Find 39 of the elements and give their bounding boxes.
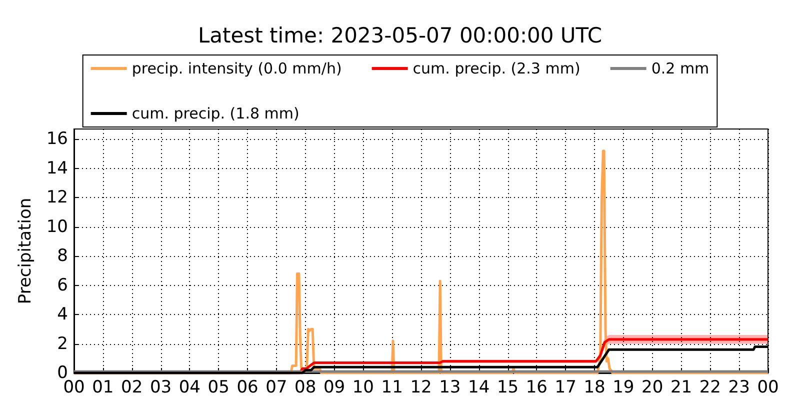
x-tick-label: 13 <box>439 378 461 398</box>
y-tick-label: 12 <box>46 188 68 208</box>
y-tick-label: 10 <box>46 216 68 237</box>
x-tick-label: 04 <box>178 378 200 398</box>
x-tick-label: 00 <box>757 378 779 398</box>
legend-label: cum. precip. (1.8 mm) <box>132 104 300 122</box>
legend-label: cum. precip. (2.3 mm) <box>412 60 580 78</box>
x-tick-label: 03 <box>150 378 172 398</box>
x-tick-label: 22 <box>699 378 721 398</box>
x-tick-label: 19 <box>612 378 634 398</box>
x-tick-label: 17 <box>554 378 576 398</box>
y-tick-label: 4 <box>57 304 68 325</box>
x-tick-label: 23 <box>728 378 750 398</box>
x-tick-label: 08 <box>294 378 316 398</box>
x-tick-label: 20 <box>642 378 664 398</box>
x-tick-label: 14 <box>468 378 490 398</box>
chart-title: Latest time: 2023-05-07 00:00:00 UTC <box>198 24 602 48</box>
y-axis-title: Precipitation <box>16 198 36 304</box>
x-tick-label: 16 <box>526 378 548 398</box>
x-tick-label: 05 <box>208 378 230 398</box>
legend-label: precip. intensity (0.0 mm/h) <box>132 60 342 78</box>
y-tick-label: 2 <box>57 334 68 354</box>
x-tick-label: 07 <box>266 378 288 398</box>
y-tick-label: 14 <box>46 158 68 178</box>
x-tick-label: 18 <box>584 378 606 398</box>
x-tick-label: 21 <box>670 378 692 398</box>
x-tick-label: 11 <box>381 378 403 398</box>
x-tick-label: 10 <box>352 378 374 398</box>
y-tick-label: 6 <box>57 275 68 296</box>
x-tick-label: 02 <box>121 378 143 398</box>
legend-label: 0.2 mm <box>651 60 710 78</box>
x-tick-label: 00 <box>63 378 85 398</box>
x-tick-label: 01 <box>92 378 114 398</box>
y-tick-label: 8 <box>57 246 68 266</box>
x-tick-label: 15 <box>496 378 519 398</box>
x-tick-label: 12 <box>410 378 432 398</box>
x-tick-label: 09 <box>323 378 346 398</box>
y-tick-label: 16 <box>46 129 68 150</box>
x-tick-label: 06 <box>236 378 258 398</box>
